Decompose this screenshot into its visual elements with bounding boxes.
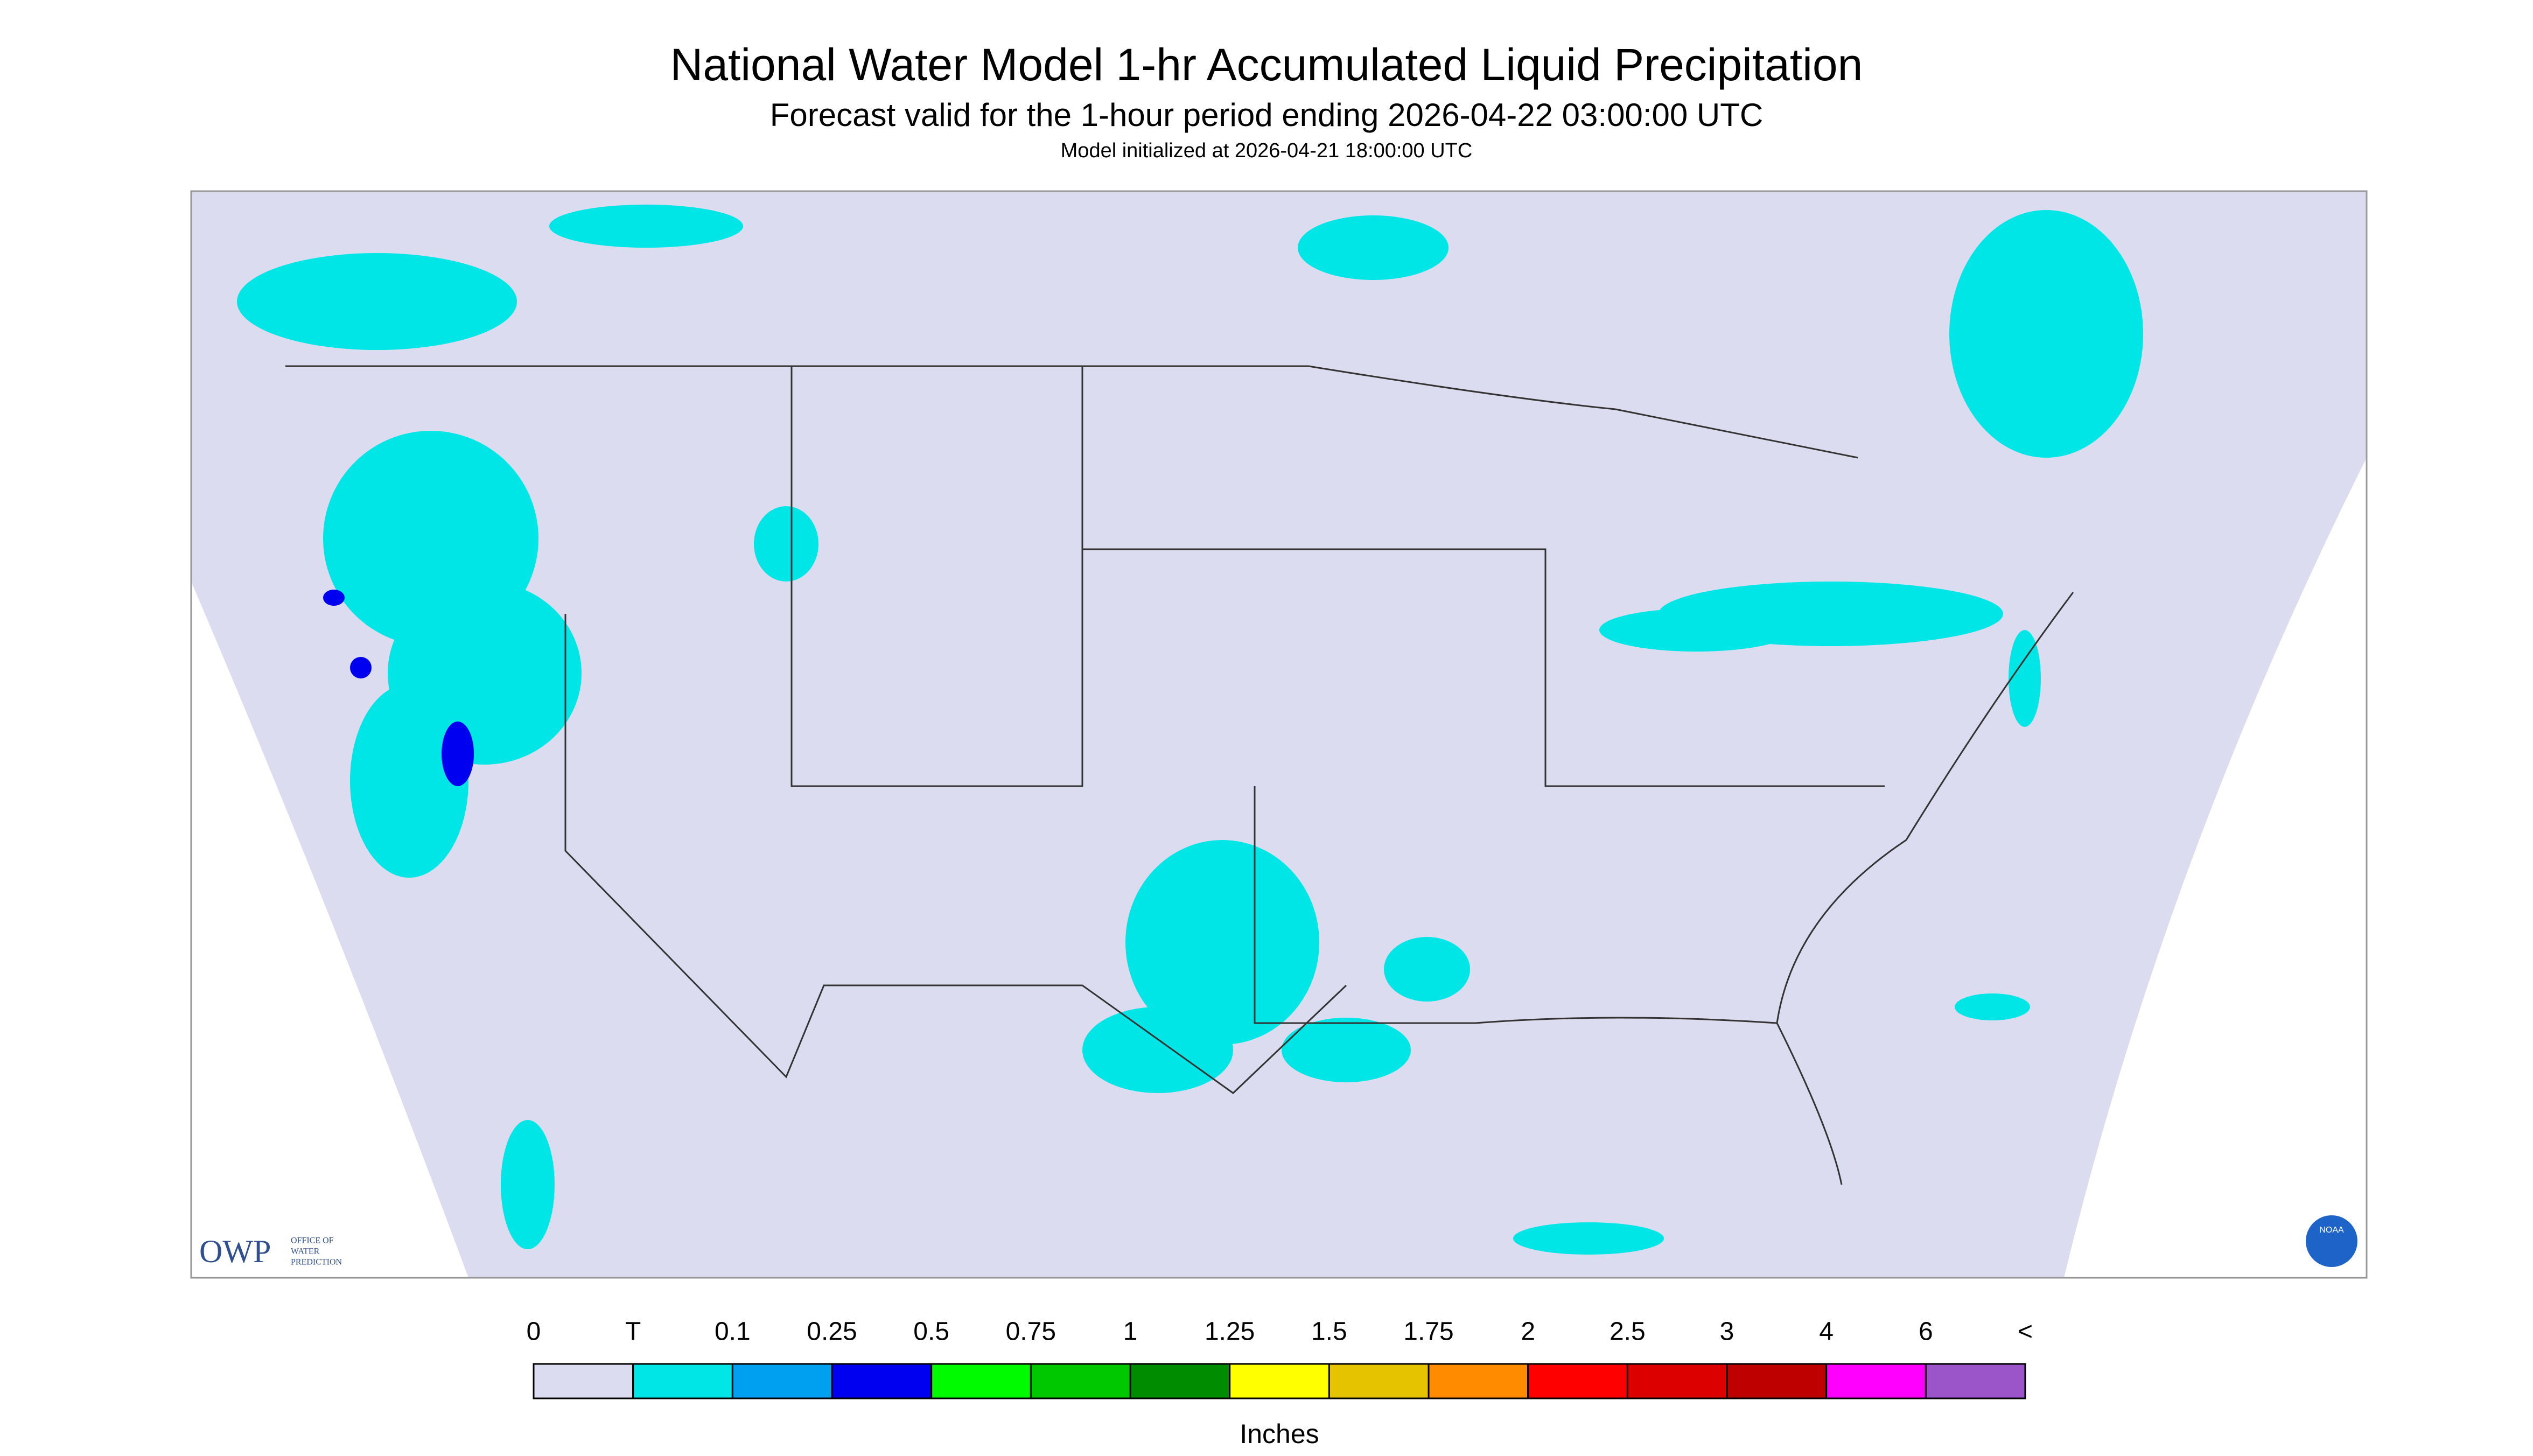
legend-swatch [930,1363,1032,1399]
boundaries [285,365,2074,1185]
legend-label: 4 [1819,1318,1834,1346]
title: National Water Model 1-hr Accumulated Li… [670,39,1863,90]
legend-unit: Inches [1240,1419,1319,1449]
legend-label: 1 [1123,1318,1138,1346]
legend-label: 2 [1521,1318,1535,1346]
legend-swatch [632,1363,733,1399]
legend-swatch [1925,1363,2026,1399]
legend: 0 T 0.1 0.25 0.5 0.75 1 1.25 1.5 1.75 2 2.5 3 4 6 < [527,1318,2033,1399]
owp-logo: OWP [199,1234,271,1269]
legend-label: 0 [527,1318,541,1346]
owp-subtext: PREDICTION [291,1258,342,1267]
heavy-precip [323,590,474,786]
legend-swatch [731,1363,833,1399]
init-note: Model initialized at 2026-04-21 18:00:00… [1061,139,1473,162]
legend-label: 0.75 [1006,1318,1056,1346]
legend-label: 0.1 [715,1318,751,1346]
legend-swatch [533,1363,634,1399]
noaa-text: NOAA [2319,1226,2344,1235]
model-domain [191,191,2367,1278]
legend-label: 1.25 [1205,1318,1255,1346]
legend-swatch [1428,1363,1529,1399]
map: OWP OFFICE OF WATER PREDICTION NOAA [190,190,2368,1279]
owp-subtext: WATER [291,1247,320,1256]
legend-label: T [625,1318,641,1346]
legend-swatch [1825,1363,1927,1399]
legend-label: 1.75 [1403,1318,1453,1346]
legend-label: < [2018,1318,2033,1346]
map-frame [190,190,2368,1279]
noaa-logo [2306,1215,2357,1267]
legend-swatch [1726,1363,1828,1399]
legend-swatch [1626,1363,1728,1399]
legend-swatch [1030,1363,1131,1399]
legend-label: 6 [1919,1318,1933,1346]
legend-swatch [1129,1363,1231,1399]
precip-areas [237,205,2143,1255]
legend-label: 2.5 [1610,1318,1646,1346]
legend-swatch [1328,1363,1430,1399]
owp-subtext: OFFICE OF [291,1236,334,1245]
legend-swatch [1229,1363,1330,1399]
legend-label: 3 [1720,1318,1734,1346]
subtitle: Forecast valid for the 1-hour period end… [770,97,1763,133]
legend-label: 1.5 [1311,1318,1347,1346]
legend-label: 0.5 [913,1318,949,1346]
legend-swatch [831,1363,933,1399]
legend-swatch [1527,1363,1628,1399]
legend-label: 0.25 [807,1318,857,1346]
